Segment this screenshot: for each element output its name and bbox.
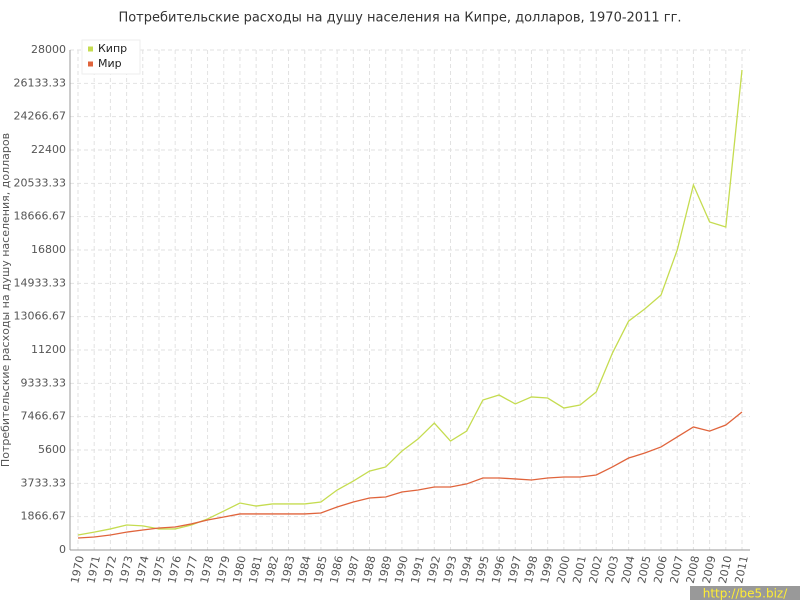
x-tick-label: 2007	[668, 555, 687, 585]
y-tick-label: 24266.67	[14, 110, 67, 123]
x-tick-label: 1992	[425, 555, 444, 585]
x-tick-label: 2003	[603, 555, 622, 585]
x-tick-label: 2004	[619, 555, 638, 585]
x-tick-label: 2006	[651, 555, 670, 585]
y-tick-label: 11200	[31, 343, 66, 356]
x-tick-label: 2009	[700, 555, 719, 585]
x-tick-label: 1979	[214, 555, 233, 585]
y-tick-label: 7466.67	[21, 410, 67, 423]
x-tick-label: 1984	[295, 555, 314, 585]
x-tick-label: 2001	[570, 555, 589, 585]
x-tick-label: 2005	[635, 555, 654, 585]
y-tick-label: 22400	[31, 143, 66, 156]
x-tick-label: 1982	[263, 555, 282, 585]
x-tick-label: 1973	[117, 555, 136, 585]
watermark: http://be5.biz/	[703, 587, 788, 600]
x-tick-label: 1981	[246, 555, 265, 585]
x-tick-label: 1989	[376, 555, 395, 585]
chart-title: Потребительские расходы на душу населени…	[118, 11, 681, 26]
x-tick-label: 1988	[360, 555, 379, 585]
x-tick-label: 2008	[684, 555, 703, 585]
x-tick-label: 1996	[489, 555, 508, 585]
y-tick-label: 14933.33	[14, 276, 67, 289]
legend-box	[81, 39, 141, 75]
y-tick-label: 18666.67	[14, 210, 67, 223]
x-tick-label: 1998	[522, 555, 541, 585]
x-tick-label: 1999	[538, 555, 557, 585]
x-tick-label: 1983	[279, 555, 298, 585]
x-tick-label: 1986	[327, 555, 346, 585]
x-tick-label: 1990	[392, 555, 411, 585]
x-tick-label: 2000	[554, 555, 573, 585]
x-tick-label: 1985	[311, 555, 330, 585]
x-tick-label: 1987	[344, 555, 363, 585]
y-tick-label: 16800	[31, 243, 66, 256]
y-tick-label: 20533.33	[14, 176, 67, 189]
x-tick-label: 1975	[149, 555, 168, 585]
x-tick-label: 1995	[473, 555, 492, 585]
x-tick-label: 1976	[166, 555, 185, 585]
y-tick-label: 28000	[31, 43, 66, 56]
x-tick-label: 1977	[182, 555, 201, 585]
y-tick-label: 3733.33	[21, 476, 67, 489]
x-tick-label: 1994	[457, 555, 476, 585]
y-tick-label: 26133.33	[14, 76, 67, 89]
series-line	[77, 411, 743, 539]
legend-swatch	[88, 46, 93, 52]
y-tick-label: 9333.33	[21, 376, 67, 389]
x-tick-label: 1997	[506, 555, 525, 585]
x-tick-label: 1978	[198, 555, 217, 585]
watermark-bg	[690, 586, 800, 600]
x-tick-label: 2002	[587, 555, 606, 585]
y-tick-label: 13066.67	[14, 310, 67, 323]
x-tick-label: 2010	[716, 555, 735, 585]
x-tick-label: 1971	[85, 555, 104, 585]
y-axis-label: Потребительские расходы на душу населени…	[0, 133, 12, 467]
x-tick-label: 1980	[230, 555, 249, 585]
x-tick-label: 2011	[732, 555, 751, 585]
x-tick-label: 1972	[101, 555, 120, 585]
x-tick-label: 1993	[441, 555, 460, 585]
x-tick-label: 1970	[68, 555, 87, 585]
y-tick-label: 5600	[38, 443, 66, 456]
y-tick-label: 1866.67	[21, 510, 67, 523]
y-tick-label: 0	[59, 543, 66, 556]
legend-label: Кипр	[98, 42, 127, 55]
x-tick-label: 1991	[408, 555, 427, 585]
series-line	[77, 69, 743, 536]
legend-swatch	[88, 61, 93, 67]
x-tick-label: 1974	[133, 555, 152, 585]
legend-label: Мир	[98, 57, 122, 70]
